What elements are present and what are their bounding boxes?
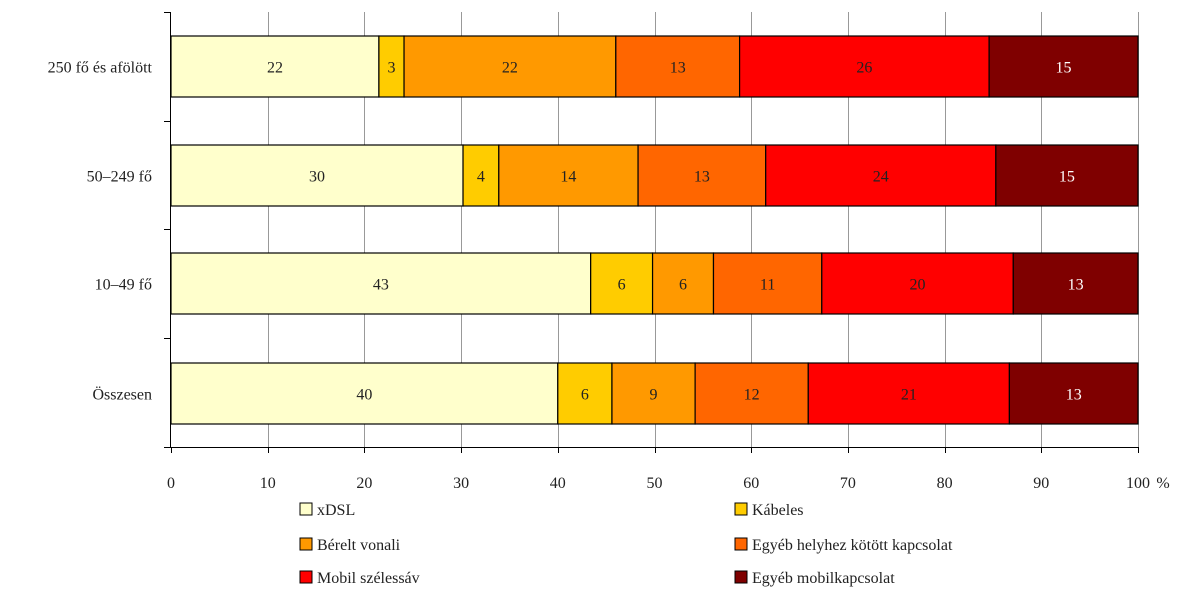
legend-label: Egyéb mobilkapcsolat: [752, 570, 895, 587]
legend-swatch: [299, 570, 313, 584]
legend-swatch: [299, 502, 313, 516]
data-label: 15: [1056, 60, 1072, 77]
x-tick-label: 40: [550, 475, 566, 492]
bar-segment: [615, 35, 741, 98]
x-tick-label: 90: [1033, 475, 1049, 492]
legend-label: xDSL: [317, 502, 355, 519]
bar-segment: [712, 252, 823, 315]
x-unit-label: %: [1156, 475, 1169, 492]
bar-segment: [1012, 252, 1139, 315]
bar-segment: [1008, 362, 1139, 425]
data-label: 30: [309, 169, 325, 186]
legend-label: Bérelt vonali: [317, 537, 401, 554]
bar-segment: [821, 252, 1014, 315]
x-tick-label: 60: [743, 475, 759, 492]
data-label: 22: [502, 60, 518, 77]
legend-label: Egyéb helyhez kötött kapcsolat: [752, 537, 953, 554]
x-tick-label: 30: [453, 475, 469, 492]
category-label: 250 fő és afölött: [48, 60, 153, 77]
category-labels: 250 fő és afölött 50–249 fő 10–49 fő Összes…: [48, 60, 153, 404]
x-tick-label: 80: [937, 475, 953, 492]
data-label: 13: [694, 169, 710, 186]
bar-segment: [995, 144, 1139, 207]
x-tick-label: 20: [356, 475, 372, 492]
legend-swatch: [734, 537, 748, 551]
bar-segment: [611, 362, 696, 425]
data-label: 22: [267, 60, 283, 77]
bar-segment: [765, 144, 997, 207]
x-tick-label: 10: [260, 475, 276, 492]
x-tick-label: 50: [647, 475, 663, 492]
category-label: Összesen: [92, 386, 152, 404]
data-label: 26: [856, 60, 872, 77]
bar-segment: [378, 35, 405, 98]
bar-segment: [498, 144, 639, 207]
data-label: 14: [560, 169, 576, 186]
data-label: 9: [650, 387, 658, 404]
bar-segment: [988, 35, 1139, 98]
data-label: 11: [760, 277, 775, 294]
x-tick-label: 0: [167, 475, 175, 492]
data-label: 4: [477, 169, 485, 186]
legend-swatch: [734, 570, 748, 584]
legend-label: Kábeles: [752, 502, 804, 519]
x-tick-labels: 0 10 20 30 40 50 60 70 80 90 100%: [167, 475, 1170, 492]
x-tick-label: 70: [840, 475, 856, 492]
data-label: 40: [356, 387, 372, 404]
legend-label: Mobil szélessáv: [317, 570, 420, 587]
data-label: 21: [901, 387, 917, 404]
legend-swatch: [299, 537, 313, 551]
bar-segment: [807, 362, 1010, 425]
bar-segment: [590, 252, 654, 315]
category-label: 50–249 fő: [87, 169, 152, 186]
x-tick-label: 100: [1126, 475, 1150, 492]
legend-swatch: [734, 502, 748, 516]
bar-segment: [462, 144, 500, 207]
bar-segment: [651, 252, 715, 315]
axes: [164, 12, 1139, 453]
bar-segment: [637, 144, 767, 207]
legend: xDSL Kábeles Bérelt vonali Egyéb helyhez kö…: [299, 502, 953, 587]
data-label: 6: [679, 277, 687, 294]
bar-segment: [557, 362, 613, 425]
data-label: 20: [910, 277, 926, 294]
data-label: 6: [618, 277, 626, 294]
data-label: 13: [1066, 387, 1082, 404]
bar-segment: [170, 144, 464, 207]
category-label: 10–49 fő: [95, 277, 152, 294]
data-label: 3: [387, 60, 395, 77]
data-label: 6: [581, 387, 589, 404]
bar-segment: [403, 35, 617, 98]
data-label: 15: [1059, 169, 1075, 186]
data-label: 13: [1068, 277, 1084, 294]
bar-segment: [170, 362, 559, 425]
data-label: 13: [670, 60, 686, 77]
bar-segment: [738, 35, 990, 98]
data-label: 12: [744, 387, 760, 404]
bars: 22 3 22 13 26 15 30 4 14 13 24 15 43 6 6 11 20 13 40 6 9 12 21…: [170, 35, 1139, 425]
bar-segment: [170, 252, 592, 315]
data-label: 43: [373, 277, 389, 294]
data-label: 24: [873, 169, 889, 186]
